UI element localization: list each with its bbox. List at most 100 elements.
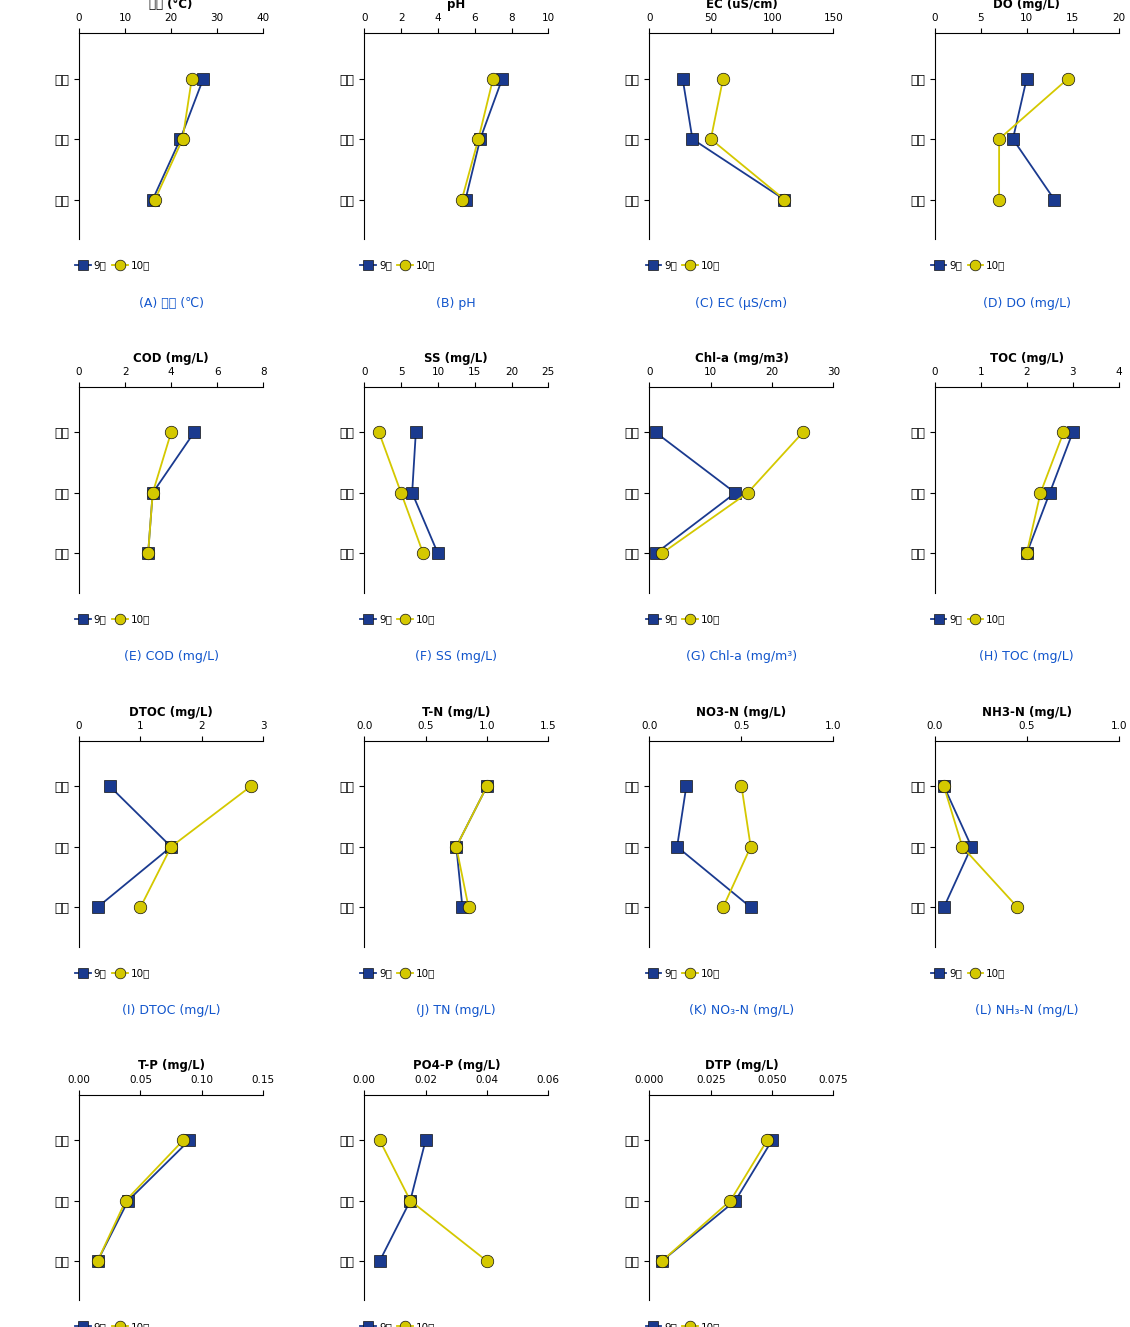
Text: (E) COD (mg/L): (E) COD (mg/L)	[123, 650, 218, 664]
Line: 10월: 10월	[1020, 426, 1070, 560]
Text: (J) TN (mg/L): (J) TN (mg/L)	[417, 1005, 496, 1018]
10월	[403, 1193, 417, 1209]
10월	[741, 484, 755, 500]
Line: 10월: 10월	[716, 780, 757, 913]
9월	[1020, 545, 1034, 561]
Title: DTOC (mg/L): DTOC (mg/L)	[129, 706, 212, 719]
10월	[956, 839, 970, 855]
10월	[937, 779, 950, 795]
Legend: 9월, 10월: 9월, 10월	[645, 260, 721, 271]
Text: (K) NO₃-N (mg/L): (K) NO₃-N (mg/L)	[689, 1005, 794, 1018]
Line: 10월: 10월	[149, 72, 198, 206]
Text: (H) TOC (mg/L): (H) TOC (mg/L)	[980, 650, 1074, 664]
Legend: 9월, 10월: 9월, 10월	[645, 614, 721, 625]
9월	[164, 839, 177, 855]
Title: COD (mg/L): COD (mg/L)	[133, 352, 209, 365]
10월	[462, 900, 476, 916]
Text: (B) pH: (B) pH	[436, 296, 476, 309]
Title: EC (uS/cm): EC (uS/cm)	[705, 0, 777, 11]
10월	[704, 131, 718, 147]
Text: (F) SS (mg/L): (F) SS (mg/L)	[416, 650, 497, 664]
9월	[473, 131, 487, 147]
10월	[141, 545, 155, 561]
10월	[146, 484, 159, 500]
10월	[90, 1253, 104, 1269]
9월	[146, 191, 159, 207]
10월	[450, 839, 463, 855]
Line: 9월: 9월	[1020, 426, 1079, 560]
9월	[403, 1193, 417, 1209]
9월	[174, 131, 188, 147]
Line: 9월: 9월	[650, 426, 741, 560]
10월	[716, 900, 730, 916]
9월	[1020, 70, 1034, 86]
Title: DO (mg/L): DO (mg/L)	[993, 0, 1060, 11]
9월	[373, 1253, 386, 1269]
10월	[148, 191, 162, 207]
10월	[655, 1253, 669, 1269]
Legend: 9월, 10월: 9월, 10월	[360, 260, 435, 271]
10월	[992, 191, 1006, 207]
Legend: 9월, 10월: 9월, 10월	[645, 1322, 721, 1327]
10월	[744, 839, 757, 855]
9월	[686, 131, 699, 147]
Line: 10월: 10월	[655, 1133, 774, 1267]
10월	[760, 1132, 774, 1148]
9월	[141, 545, 155, 561]
9월	[777, 191, 791, 207]
10월	[716, 70, 730, 86]
Line: 10월: 10월	[938, 780, 1024, 913]
10월	[480, 779, 494, 795]
9월	[90, 1253, 104, 1269]
Legend: 9월, 10월: 9월, 10월	[360, 614, 435, 625]
Line: 9월: 9월	[677, 72, 791, 206]
10월	[1010, 900, 1024, 916]
Line: 10월: 10월	[655, 426, 809, 560]
Legend: 9월, 10월: 9월, 10월	[360, 1322, 435, 1327]
Line: 9월: 9월	[450, 780, 493, 913]
10월	[416, 545, 429, 561]
Legend: 9월, 10월: 9월, 10월	[360, 969, 435, 978]
9월	[729, 484, 742, 500]
Line: 9월: 9월	[92, 780, 177, 913]
10월	[1057, 425, 1070, 441]
Line: 10월: 10월	[705, 72, 791, 206]
Line: 9월: 9월	[1007, 72, 1061, 206]
10월	[133, 900, 147, 916]
9월	[455, 900, 469, 916]
10월	[734, 779, 748, 795]
Legend: 9월, 10월: 9월, 10월	[75, 614, 150, 625]
9월	[965, 839, 979, 855]
Line: 9월: 9월	[655, 1133, 779, 1267]
Line: 10월: 10월	[455, 72, 499, 206]
Title: T-P (mg/L): T-P (mg/L)	[138, 1059, 205, 1072]
Text: (C) EC (μS/cm): (C) EC (μS/cm)	[695, 296, 788, 309]
9월	[1043, 484, 1057, 500]
9월	[409, 425, 423, 441]
9월	[419, 1132, 433, 1148]
9월	[670, 839, 684, 855]
Line: 9월: 9월	[459, 72, 508, 206]
10월	[164, 425, 177, 441]
9월	[406, 484, 419, 500]
Line: 10월: 10월	[373, 1133, 493, 1267]
Title: PO4-P (mg/L): PO4-P (mg/L)	[412, 1059, 501, 1072]
9월	[103, 779, 116, 795]
10월	[185, 70, 199, 86]
9월	[450, 839, 463, 855]
Line: 10월: 10월	[450, 780, 493, 913]
9월	[937, 900, 950, 916]
9월	[188, 425, 201, 441]
Line: 9월: 9월	[373, 1133, 432, 1267]
Line: 10월: 10월	[142, 426, 177, 560]
9월	[649, 545, 662, 561]
Title: T-N (mg/L): T-N (mg/L)	[423, 706, 490, 719]
Legend: 9월, 10월: 9월, 10월	[75, 969, 150, 978]
9월	[197, 70, 210, 86]
9월	[729, 1193, 742, 1209]
10월	[1061, 70, 1075, 86]
Line: 10월: 10월	[373, 426, 429, 560]
Text: (L) NH₃-N (mg/L): (L) NH₃-N (mg/L)	[975, 1005, 1078, 1018]
10월	[372, 425, 385, 441]
9월	[480, 779, 494, 795]
